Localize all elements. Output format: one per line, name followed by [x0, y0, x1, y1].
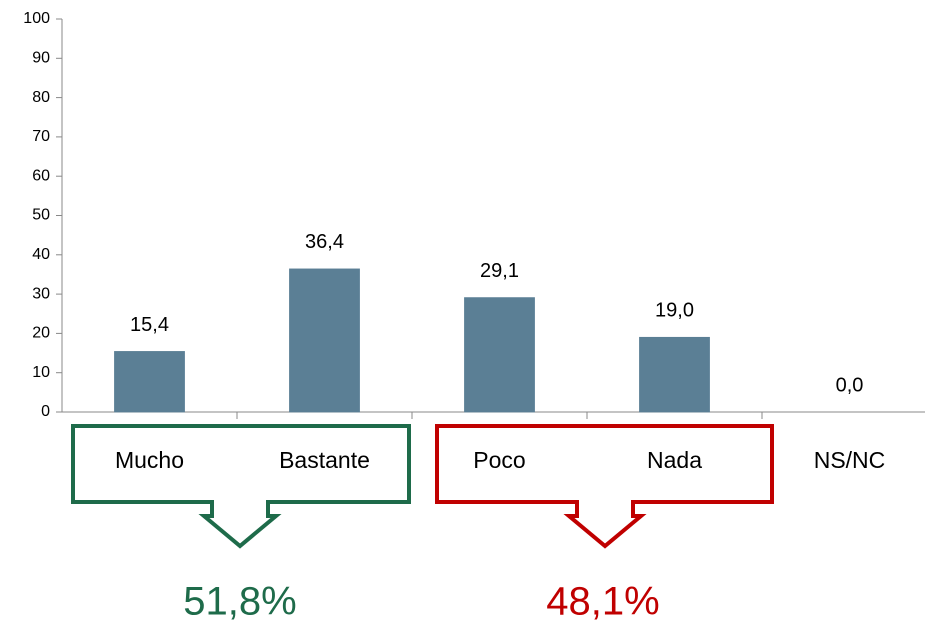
value-label: 36,4 — [305, 231, 344, 253]
y-tick-label: 10 — [32, 364, 50, 381]
y-tick-label: 90 — [32, 50, 50, 67]
y-tick-label: 30 — [32, 285, 50, 302]
bar — [289, 268, 360, 413]
y-tick-label: 50 — [32, 207, 50, 224]
y-tick-label: 80 — [32, 89, 50, 106]
x-tick-label: Bastante — [279, 447, 370, 473]
y-tick-label: 0 — [41, 403, 50, 420]
annotation: 51,8% — [183, 580, 296, 624]
bar — [464, 297, 535, 413]
y-tick-label: 70 — [32, 128, 50, 145]
x-tick-label: NS/NC — [814, 447, 886, 473]
y-tick-label: 40 — [32, 246, 50, 263]
group-box-green — [71, 424, 411, 549]
group-arrow — [198, 500, 282, 549]
x-tick-label: Poco — [473, 447, 525, 473]
x-tick-label: Mucho — [115, 447, 184, 473]
value-label: 19,0 — [655, 300, 694, 322]
annotation: 48,1% — [546, 580, 659, 624]
value-label: 0,0 — [836, 374, 864, 396]
y-tick-label: 20 — [32, 325, 50, 342]
x-tick-label: Nada — [647, 447, 702, 473]
group-arrow — [563, 500, 647, 549]
group-box-red — [435, 424, 774, 549]
value-label: 15,4 — [130, 314, 169, 336]
bar — [639, 336, 710, 413]
y-tick-label: 60 — [32, 167, 50, 184]
y-tick-label: 100 — [23, 10, 50, 27]
value-label: 29,1 — [480, 260, 519, 282]
bar — [114, 351, 185, 413]
